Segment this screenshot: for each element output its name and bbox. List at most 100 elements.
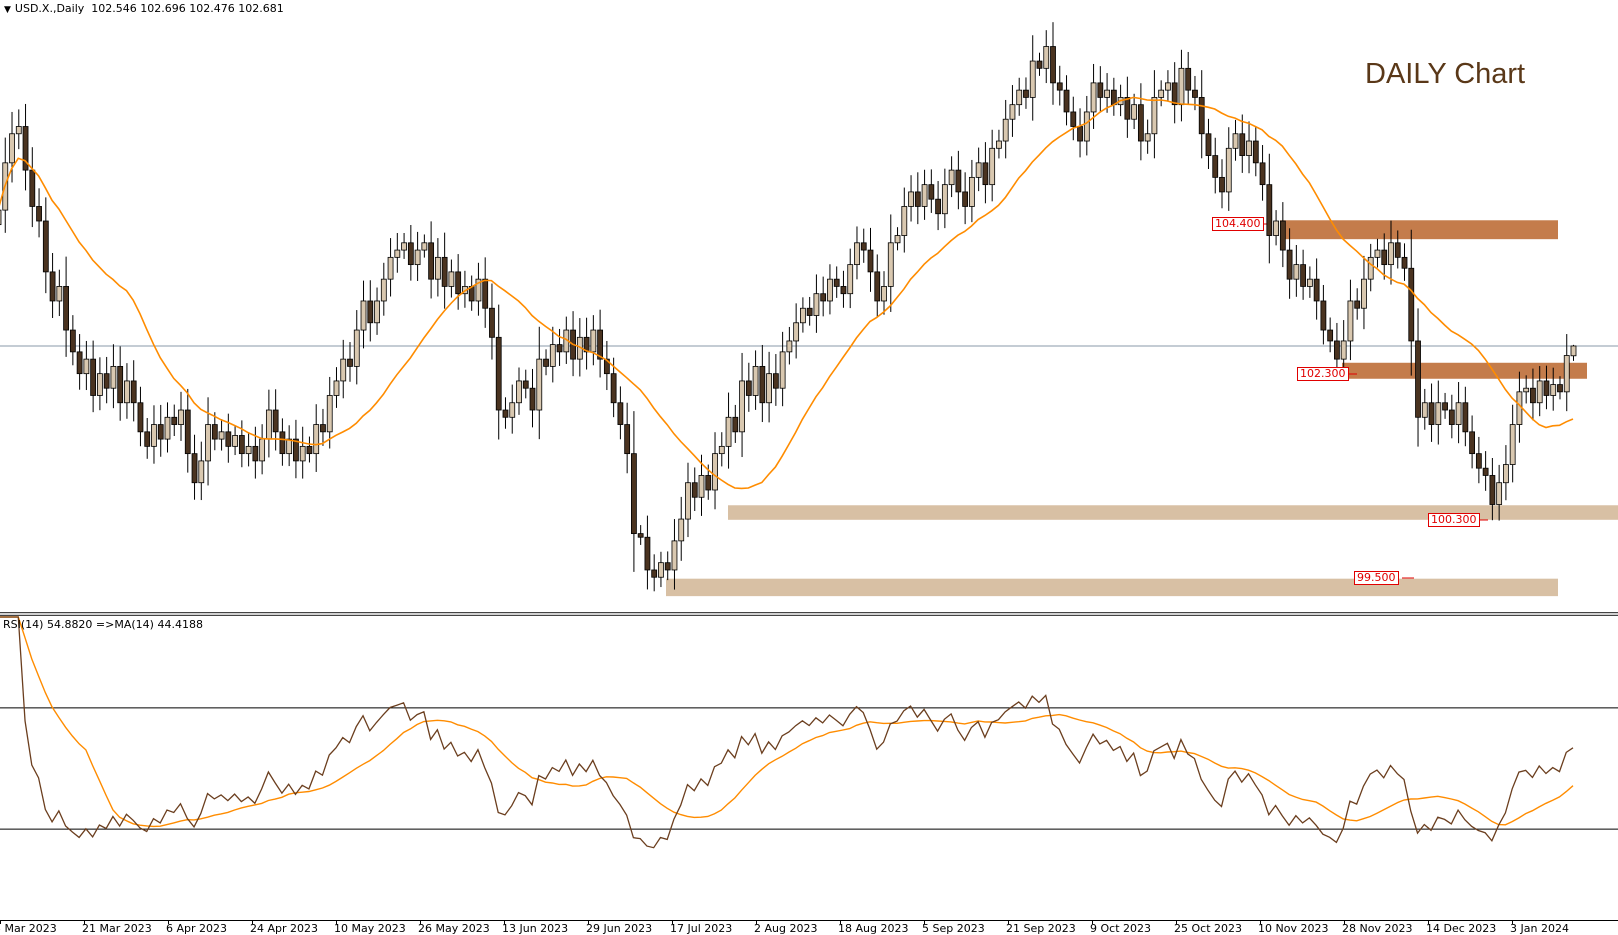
bull-candle	[448, 271, 455, 287]
bear-candle	[1110, 89, 1117, 106]
bull-candle	[1563, 355, 1570, 393]
bull-candle	[475, 278, 482, 302]
bull-candle	[360, 300, 367, 331]
x-tick-label: 24 Apr 2023	[250, 922, 319, 935]
bull-candle	[590, 329, 597, 353]
bear-candle	[320, 424, 326, 433]
bull-candle	[1361, 278, 1367, 309]
x-tick-label: 5 Sep 2023	[922, 922, 985, 935]
x-tick-label: 10 Nov 2023	[1258, 922, 1329, 935]
bull-candle	[1550, 384, 1557, 396]
bear-candle	[1239, 133, 1246, 156]
bear-candle	[935, 198, 941, 215]
bear-candle	[407, 242, 414, 266]
bull-candle	[698, 475, 705, 498]
bull-candle	[1367, 256, 1374, 280]
bear-candle	[1327, 329, 1334, 342]
bear-candle	[1185, 67, 1192, 91]
bull-candle	[1144, 133, 1151, 142]
bear-candle	[955, 169, 962, 193]
x-tick-label: 21 Sep 2023	[1006, 922, 1076, 935]
ohlc-values: 102.546 102.696 102.476 102.681	[91, 2, 284, 15]
bear-candle	[225, 431, 232, 447]
zone-99.500	[666, 578, 1558, 597]
bull-candle	[894, 235, 901, 244]
bull-candle	[536, 358, 543, 411]
bull-candle	[9, 133, 15, 164]
bear-candle	[211, 424, 218, 440]
x-tick-label: 29 Jun 2023	[586, 922, 653, 935]
bear-candle	[238, 435, 245, 455]
bull-candle	[1435, 402, 1442, 425]
bull-candle	[198, 460, 205, 484]
zone-104.400	[1280, 220, 1558, 240]
bear-candle	[1469, 431, 1476, 455]
bull-candle	[1232, 133, 1239, 149]
bear-candle	[631, 453, 637, 535]
bull-candle	[232, 435, 238, 447]
bull-candle	[827, 278, 833, 302]
x-tick-label: 28 Nov 2023	[1342, 922, 1413, 935]
bear-candle	[610, 373, 617, 404]
bear-candle	[1543, 380, 1550, 396]
bear-candle	[1063, 89, 1070, 113]
bear-candle	[117, 365, 124, 404]
bull-candle	[752, 365, 759, 396]
bull-candle	[124, 380, 130, 404]
bear-candle	[874, 271, 881, 302]
bear-candle	[772, 373, 779, 389]
bear-candle	[651, 569, 658, 578]
bear-candle	[1320, 300, 1327, 331]
bear-candle	[1097, 82, 1104, 98]
bear-candle	[1212, 155, 1219, 178]
bear-candle	[1557, 384, 1563, 393]
bear-candle	[36, 206, 42, 222]
bear-candle	[441, 256, 448, 287]
bear-candle	[306, 445, 313, 455]
chart-header: ▼ USD.X.,Daily 102.546 102.696 102.476 10…	[4, 2, 284, 15]
bear-candle	[705, 475, 712, 491]
dropdown-triangle-icon[interactable]: ▼	[4, 5, 11, 15]
bull-candle	[549, 344, 556, 367]
rsi-line	[0, 616, 1574, 849]
x-tick-label: 2 Aug 2023	[754, 922, 818, 935]
bull-candle	[414, 249, 421, 266]
x-tick-label: 21 Mar 2023	[82, 922, 152, 935]
bull-candle	[1246, 140, 1252, 156]
bear-candle	[962, 191, 969, 207]
bear-candle	[1279, 220, 1286, 251]
bear-candle	[502, 409, 509, 418]
bull-candle	[353, 329, 360, 367]
bull-candle	[793, 322, 800, 342]
bull-candle	[205, 424, 211, 462]
bull-candle	[326, 395, 333, 433]
bear-candle	[279, 431, 286, 455]
bull-candle	[908, 191, 914, 207]
x-tick-label: 17 Jul 2023	[670, 922, 733, 935]
bull-candle	[901, 206, 908, 236]
bear-candle	[664, 562, 671, 571]
bear-candle	[272, 409, 279, 433]
bull-candle	[1158, 89, 1165, 98]
bull-candle	[847, 264, 854, 295]
bear-candle	[1205, 133, 1212, 156]
bull-candle	[658, 562, 664, 578]
bear-candle	[252, 445, 259, 462]
zone-100.300	[728, 505, 1618, 520]
bull-candle	[110, 365, 117, 389]
bull-candle	[434, 256, 441, 280]
bear-candle	[1137, 104, 1144, 142]
bear-candle	[1401, 256, 1408, 269]
bull-candle	[1516, 391, 1523, 425]
bear-candle	[529, 387, 536, 411]
bull-candle	[786, 340, 793, 353]
moving-average-line	[0, 96, 1574, 490]
bear-candle	[1252, 140, 1259, 164]
bear-candle	[1171, 82, 1178, 106]
bear-candle	[63, 286, 69, 331]
bear-candle	[1442, 402, 1448, 411]
x-tick-label: 25 Oct 2023	[1174, 922, 1243, 935]
bull-candle	[313, 424, 320, 455]
bull-candle	[1455, 402, 1462, 425]
